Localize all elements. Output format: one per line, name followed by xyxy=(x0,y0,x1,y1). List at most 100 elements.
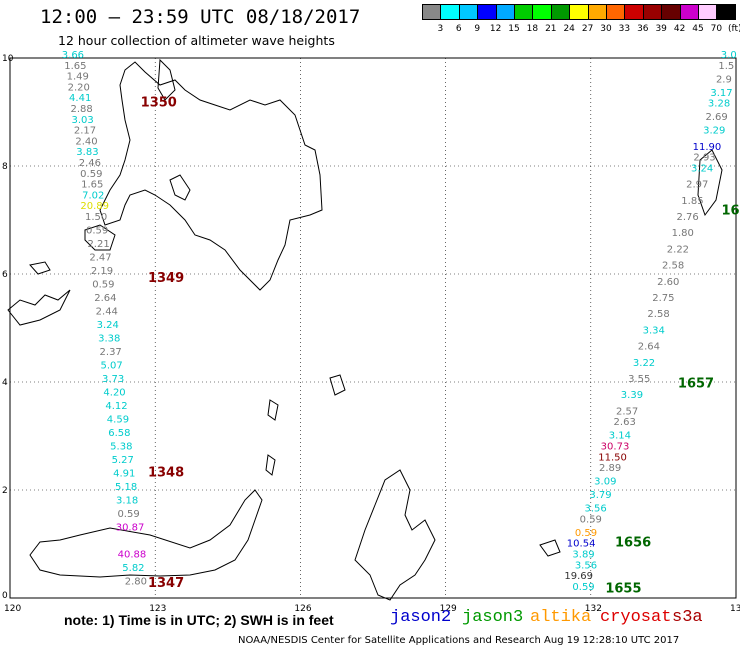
wave-height-value: 2.17 xyxy=(74,126,96,137)
satellite-label-jason2: jason2 xyxy=(390,608,452,627)
altimeter-tracks: 3.661.651.492.204.412.883.032.172.403.83… xyxy=(62,50,740,597)
wave-height-value: 6.58 xyxy=(108,428,130,439)
wave-height-value: 2.47 xyxy=(89,253,111,264)
scale-label: 9 xyxy=(474,24,481,34)
wave-height-value: 2.60 xyxy=(657,277,679,288)
y-tick-label: 6 xyxy=(2,270,8,280)
wave-height-value: 2.58 xyxy=(662,261,684,272)
map-title: 12:00 – 23:59 UTC 08/18/2017 xyxy=(40,6,361,28)
wave-height-value: 20.89 xyxy=(80,201,109,212)
wave-height-value: 1.49 xyxy=(67,72,89,83)
wave-height-value: 3.39 xyxy=(621,390,643,401)
scale-label: 18 xyxy=(526,24,539,34)
scale-label: 42 xyxy=(673,24,686,34)
wave-height-value: 4.59 xyxy=(107,415,129,426)
wave-height-value: 11.90 xyxy=(693,142,722,153)
scale-label: 45 xyxy=(692,24,704,34)
scale-label: 6 xyxy=(455,24,462,34)
wave-height-value: 5.27 xyxy=(112,455,134,466)
island-coast xyxy=(265,454,276,476)
scale-label: 36 xyxy=(637,24,649,34)
wave-height-value: 2.93 xyxy=(693,153,715,164)
wave-height-value: 7.02 xyxy=(82,190,104,201)
y-tick-label: 2 xyxy=(2,486,8,496)
graticule xyxy=(10,58,736,598)
island-coast xyxy=(267,399,279,421)
wave-height-value: 1.65 xyxy=(81,180,103,191)
wave-height-value: 3.79 xyxy=(589,490,611,501)
wave-height-value: 0.59 xyxy=(575,528,597,539)
scale-swatch xyxy=(716,4,736,20)
island-coast xyxy=(157,58,176,101)
scale-label: 3 xyxy=(437,24,444,34)
wave-height-value: 0.59 xyxy=(117,509,139,520)
basilan-coast xyxy=(84,224,116,251)
wave-height-value: 3.09 xyxy=(594,477,616,488)
wave-height-value: 0.59 xyxy=(80,169,102,180)
island-coast xyxy=(169,174,191,201)
island-coast xyxy=(29,261,51,275)
pass-time-label: 1656 xyxy=(615,536,651,551)
wave-height-value: 3.38 xyxy=(98,334,120,345)
wave-height-value: 2.88 xyxy=(70,104,92,115)
wave-height-value: 2.9 xyxy=(716,74,732,85)
wave-height-value: 0.59 xyxy=(92,280,114,291)
wave-height-value: 2.19 xyxy=(91,266,113,277)
wave-height-value: 3.03 xyxy=(71,115,93,126)
wave-height-value: 2.80 xyxy=(125,577,147,588)
wave-height-value: 2.97 xyxy=(686,180,708,191)
x-tick-label: 135 xyxy=(730,604,740,614)
wave-height-value: 2.64 xyxy=(638,342,660,353)
pass-time-label: 1349 xyxy=(148,271,184,286)
wave-height-value: 3.0 xyxy=(721,50,737,61)
wave-height-value: 3.83 xyxy=(76,147,98,158)
x-tick-label: 126 xyxy=(294,604,311,614)
mindanao-coast xyxy=(99,61,323,291)
wave-height-value: 2.40 xyxy=(75,136,97,147)
wave-height-value: 5.07 xyxy=(101,361,123,372)
island-coast xyxy=(329,374,346,396)
wave-height-value: 30.87 xyxy=(116,523,145,534)
wave-height-value: 5.38 xyxy=(110,442,132,453)
wave-height-value: 11.50 xyxy=(598,452,627,463)
units-note: note: 1) Time is in UTC; 2) SWH is in fe… xyxy=(64,612,334,628)
satellite-label-altika: altika xyxy=(530,608,592,627)
coastlines xyxy=(7,58,723,601)
satellite-label-cryosat: cryosat xyxy=(600,608,672,627)
scale-label: 21 xyxy=(545,24,557,34)
pass-time-label: 1657 xyxy=(678,376,714,391)
map-frame xyxy=(9,57,737,599)
wave-height-value: 2.63 xyxy=(614,417,636,428)
x-tick-label: 132 xyxy=(585,604,602,614)
pass-time-label: 1658 xyxy=(721,204,740,219)
palau-coast xyxy=(697,149,723,217)
wave-height-value: 3.17 xyxy=(710,88,732,99)
wave-height-value: 1.65 xyxy=(64,61,86,72)
wave-height-value: 3.89 xyxy=(572,550,594,561)
wave-height-value: 2.64 xyxy=(94,293,116,304)
wave-height-value: 3.24 xyxy=(97,320,119,331)
sulu-coast xyxy=(7,289,71,326)
wave-height-value: 10.54 xyxy=(567,539,596,550)
wave-height-value: 19.69 xyxy=(564,571,593,582)
wave-height-value: 0.59 xyxy=(572,582,594,593)
wave-height-value: 3.24 xyxy=(691,163,713,174)
wave-height-value: 0.59 xyxy=(580,514,602,525)
y-tick-label: 8 xyxy=(2,162,8,172)
wave-height-value: 1.50 xyxy=(85,212,107,223)
wave-height-value: 3.66 xyxy=(62,50,84,61)
scale-label: 30 xyxy=(600,24,612,34)
y-tick-label: 0 xyxy=(2,591,8,601)
wave-height-value: 3.55 xyxy=(628,374,650,385)
satellite-label-s3a: s3a xyxy=(672,608,703,627)
x-tick-label: 129 xyxy=(440,604,457,614)
map-subtitle: 12 hour collection of altimeter wave hei… xyxy=(58,33,335,48)
pass-time-label: 1350 xyxy=(141,96,177,111)
wave-height-value: 2.44 xyxy=(96,307,118,318)
wave-height-value: 3.14 xyxy=(609,431,631,442)
scale-label: (ft) xyxy=(728,24,740,34)
wave-height-value: 1.80 xyxy=(672,228,694,239)
wave-height-value: 2.76 xyxy=(676,212,698,223)
